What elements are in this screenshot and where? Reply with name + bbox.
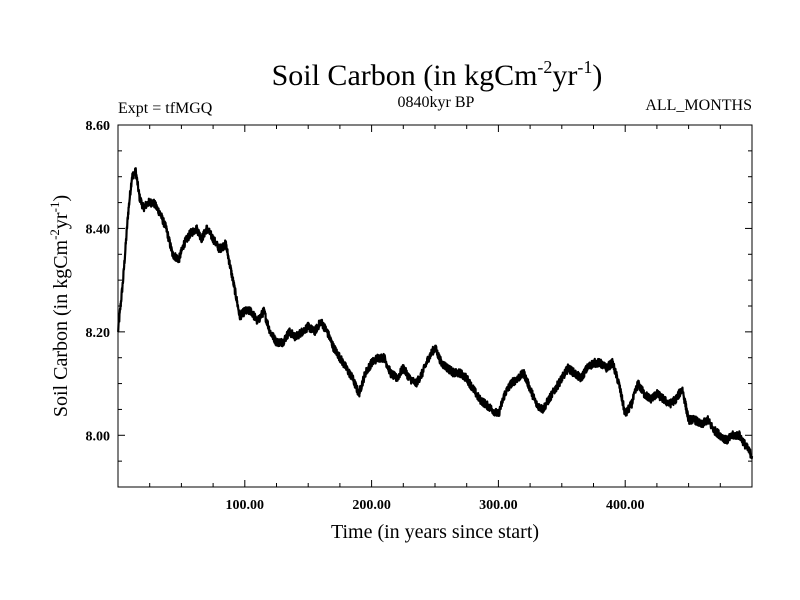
y-axis-label-main: Soil Carbon (in kgCm — [50, 239, 72, 417]
y-axis-label: Soil Carbon (in kgCm-2yr-1) — [47, 195, 72, 417]
axis-ticks: 8.00 8.20 8.40 8.60 100.00 200.00 300.00 400.00 — [86, 119, 752, 513]
y-tick-label: 8.40 — [86, 222, 111, 237]
plot-frame — [117, 124, 753, 488]
x-tick-label: 400.00 — [606, 498, 645, 513]
y-tick-label: 8.60 — [86, 119, 111, 134]
x-tick-label: 300.00 — [479, 498, 518, 513]
y-axis-label-mid: yr — [50, 212, 72, 229]
y-axis-label-sup1: -2 — [47, 229, 62, 240]
x-axis-label: Time (in years since start) — [331, 521, 539, 543]
chart-title-end: ) — [592, 59, 602, 92]
chart-title-main: Soil Carbon (in kgCm — [272, 59, 538, 92]
chart-title-sup2: -1 — [577, 57, 592, 77]
series-line-soil-carbon — [116, 167, 754, 460]
x-tick-label: 100.00 — [226, 498, 265, 513]
subtitle-months: ALL_MONTHS — [645, 97, 752, 114]
y-axis-label-end: ) — [50, 195, 72, 202]
y-tick-label: 8.20 — [86, 326, 111, 341]
series-group — [116, 167, 754, 460]
subtitle-expt: Expt = tfMGQ — [118, 100, 213, 117]
chart-title-sup1: -2 — [537, 57, 552, 77]
y-axis-label-sup2: -1 — [47, 202, 62, 213]
chart-title: Soil Carbon (in kgCm-2yr-1) — [272, 57, 603, 92]
chart-title-mid: yr — [552, 59, 577, 92]
x-tick-label: 200.00 — [352, 498, 391, 513]
y-tick-label: 8.00 — [86, 429, 111, 444]
subtitle-period: 0840kyr BP — [398, 94, 475, 111]
